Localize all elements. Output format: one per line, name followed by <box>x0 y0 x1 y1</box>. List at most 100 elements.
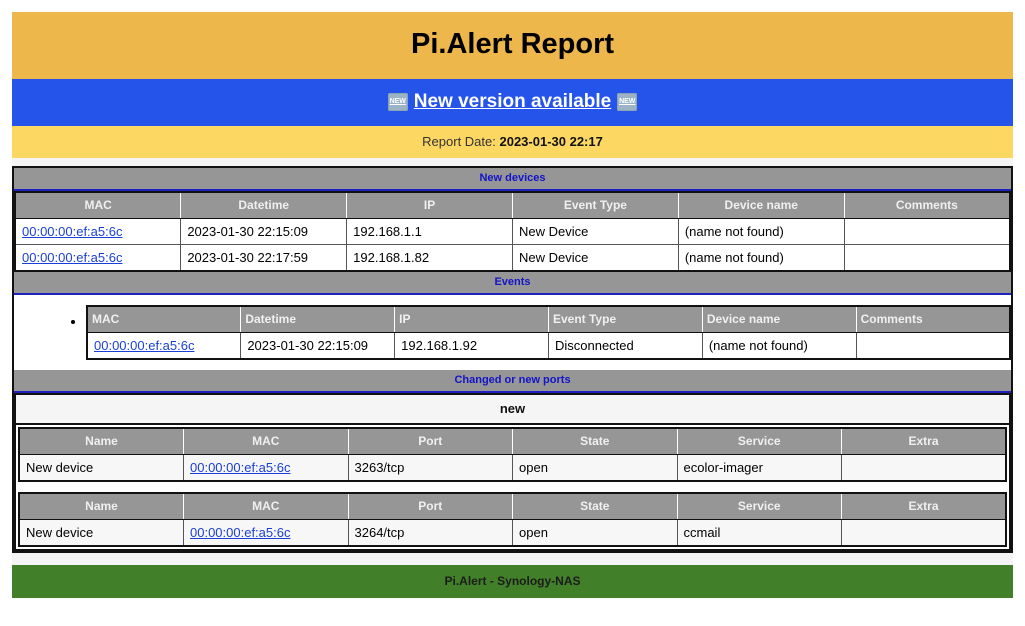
column-header-device-name: Device name <box>702 305 857 333</box>
section-row-ports: Changed or new ports <box>14 369 1011 393</box>
column-header-port: Port <box>348 427 513 455</box>
cell-ip: 192.168.1.82 <box>346 244 513 271</box>
cell-comments <box>844 218 1010 245</box>
section-body-row-ports: new Name MAC <box>14 392 1011 551</box>
mac-link[interactable]: 00:00:00:ef:a5:6c <box>190 459 291 475</box>
section-body-row-events: MAC Datetime IP Event Type Device name C… <box>14 294 1011 370</box>
ports-table-group-1: Name MAC Port State Service Extra <box>18 426 1007 482</box>
table-header-row: Name MAC Port State Service Extra <box>19 427 1006 455</box>
cell-ip: 192.168.1.92 <box>394 332 549 359</box>
column-header-port: Port <box>348 492 513 520</box>
column-header-comments: Comments <box>856 305 1010 333</box>
new-badge-icon-right: NEW <box>617 92 638 111</box>
cell-mac: 00:00:00:ef:a5:6c <box>183 519 349 546</box>
cell-event-type: New Device <box>512 218 679 245</box>
cell-event-type: New Device <box>512 244 679 271</box>
new-badge-icon-left: NEW <box>387 92 408 111</box>
list-item: MAC Datetime IP Event Type Device name C… <box>86 304 1011 360</box>
section-row-new-devices: New devices <box>14 167 1011 191</box>
table-row: New device 00:00:00:ef:a5:6c 3263/tcp op… <box>19 454 1006 481</box>
ports-group-row: Name MAC Port State Service Extra <box>16 424 1009 484</box>
ports-subtitle-row: new <box>16 394 1009 425</box>
cell-device-name: (name not found) <box>678 218 845 245</box>
column-header-device-name: Device name <box>678 191 845 219</box>
mac-link[interactable]: 00:00:00:ef:a5:6c <box>190 524 291 540</box>
column-header-comments: Comments <box>844 191 1010 219</box>
ports-group-row: Name MAC Port State Service Extra <box>16 489 1009 549</box>
cell-comments <box>856 332 1010 359</box>
section-body-row-new-devices: MAC Datetime IP Event Type Device name C… <box>14 190 1011 272</box>
cell-service: ccmail <box>677 519 842 546</box>
column-header-mac: MAC <box>183 427 349 455</box>
page-title: Pi.Alert Report <box>410 28 615 60</box>
table-row: New device 00:00:00:ef:a5:6c 3264/tcp op… <box>19 519 1006 546</box>
ports-outer-table: new Name MAC <box>14 392 1011 551</box>
ports-subtitle: new <box>16 394 1009 425</box>
cell-port: 3263/tcp <box>348 454 513 481</box>
report-date-label: Report Date: <box>422 133 496 149</box>
mac-link[interactable]: 00:00:00:ef:a5:6c <box>22 223 123 239</box>
column-header-service: Service <box>677 427 842 455</box>
new-devices-table: MAC Datetime IP Event Type Device name C… <box>14 190 1011 272</box>
cell-extra <box>841 519 1006 546</box>
report-date-value: 2023-01-30 22:17 <box>499 133 603 149</box>
column-header-name: Name <box>19 492 184 520</box>
column-header-event-type: Event Type <box>548 305 703 333</box>
cell-event-type: Disconnected <box>548 332 703 359</box>
column-header-mac: MAC <box>87 305 242 333</box>
cell-device-name: (name not found) <box>678 244 845 271</box>
column-header-mac: MAC <box>15 191 182 219</box>
table-header-row: Name MAC Port State Service Extra <box>19 492 1006 520</box>
report-title-bar: Pi.Alert Report <box>12 12 1013 79</box>
cell-service: ecolor-imager <box>677 454 842 481</box>
table-row: 00:00:00:ef:a5:6c 2023-01-30 22:15:09 19… <box>15 218 1010 245</box>
mac-link[interactable]: 00:00:00:ef:a5:6c <box>94 337 195 353</box>
mac-link[interactable]: 00:00:00:ef:a5:6c <box>22 249 123 265</box>
column-header-datetime: Datetime <box>180 191 348 219</box>
ports-table-group-2: Name MAC Port State Service Extra <box>18 491 1007 547</box>
column-header-extra: Extra <box>841 492 1006 520</box>
cell-datetime: 2023-01-30 22:15:09 <box>240 332 396 359</box>
column-header-mac: MAC <box>183 492 349 520</box>
column-header-datetime: Datetime <box>240 305 396 333</box>
cell-mac: 00:00:00:ef:a5:6c <box>15 244 182 271</box>
table-header-row: MAC Datetime IP Event Type Device name C… <box>15 191 1010 219</box>
cell-extra <box>841 454 1006 481</box>
events-table: MAC Datetime IP Event Type Device name C… <box>86 304 1011 360</box>
events-block: MAC Datetime IP Event Type Device name C… <box>14 294 1011 370</box>
cell-state: open <box>512 519 678 546</box>
column-header-extra: Extra <box>841 427 1006 455</box>
section-heading-ports: Changed or new ports <box>14 369 1011 393</box>
new-version-bar: NEW New version available NEW <box>12 78 1013 126</box>
cell-mac: 00:00:00:ef:a5:6c <box>183 454 349 481</box>
cell-comments <box>844 244 1010 271</box>
cell-device-name: (name not found) <box>702 332 857 359</box>
column-header-state: State <box>512 492 678 520</box>
report-sections-table: New devices MAC Datetime IP Event Type <box>12 165 1013 553</box>
table-row: 00:00:00:ef:a5:6c 2023-01-30 22:17:59 19… <box>15 244 1010 271</box>
column-header-name: Name <box>19 427 184 455</box>
cell-datetime: 2023-01-30 22:15:09 <box>180 218 348 245</box>
column-header-service: Service <box>677 492 842 520</box>
table-row: 00:00:00:ef:a5:6c 2023-01-30 22:15:09 19… <box>87 332 1010 359</box>
report-date-bar: Report Date: 2023-01-30 22:17 <box>12 125 1013 158</box>
cell-port: 3264/tcp <box>348 519 513 546</box>
bottom-fill <box>12 597 1013 606</box>
column-header-ip: IP <box>394 305 549 333</box>
section-row-events: Events <box>14 271 1011 295</box>
events-list: MAC Datetime IP Event Type Device name C… <box>14 304 1011 360</box>
section-heading-new-devices: New devices <box>14 167 1011 191</box>
column-header-event-type: Event Type <box>512 191 679 219</box>
footer-wrap: Pi.Alert - Synology-NAS <box>12 558 1013 598</box>
report-content: New devices MAC Datetime IP Event Type <box>12 157 1013 559</box>
table-header-row: MAC Datetime IP Event Type Device name C… <box>87 305 1010 333</box>
footer-bar: Pi.Alert - Synology-NAS <box>12 564 1013 598</box>
cell-mac: 00:00:00:ef:a5:6c <box>87 332 242 359</box>
new-version-link[interactable]: NEW New version available NEW <box>387 91 638 113</box>
ports-group-spacer <box>16 483 1009 490</box>
cell-ip: 192.168.1.1 <box>346 218 513 245</box>
cell-mac: 00:00:00:ef:a5:6c <box>15 218 182 245</box>
cell-name: New device <box>19 454 184 481</box>
cell-datetime: 2023-01-30 22:17:59 <box>180 244 348 271</box>
